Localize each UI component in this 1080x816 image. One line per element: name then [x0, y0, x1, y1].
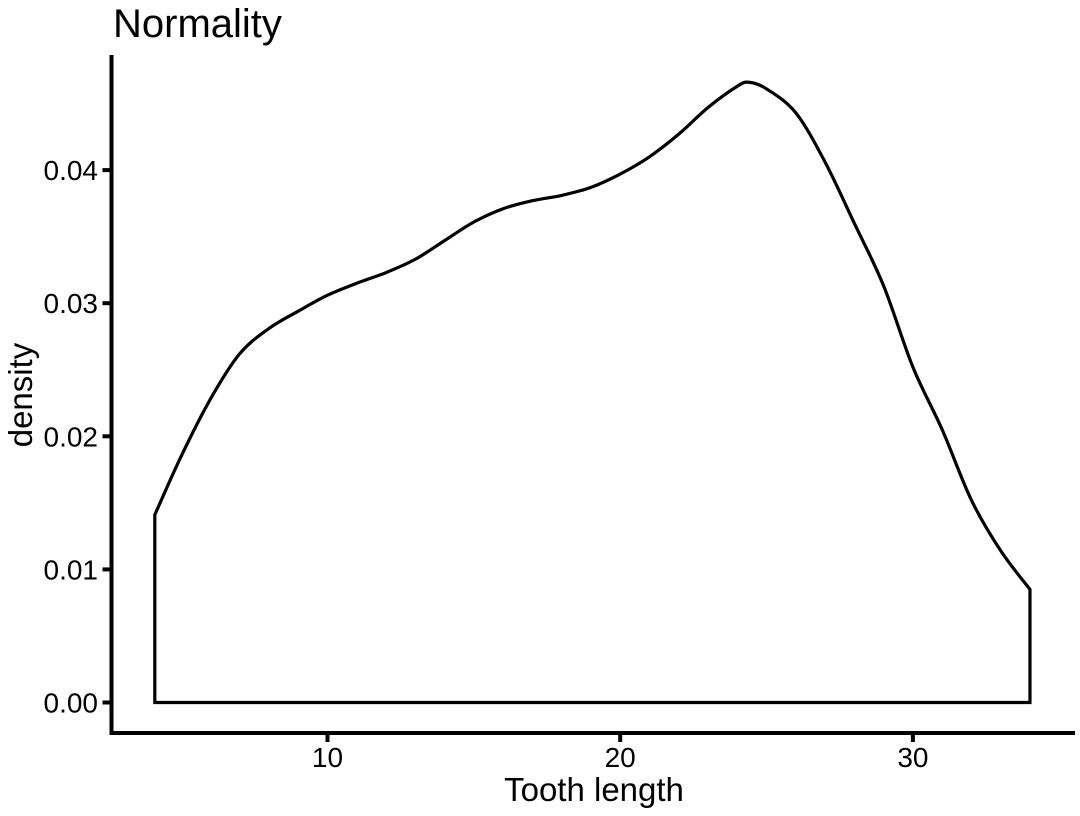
plot-title: Normality [113, 2, 282, 46]
x-tick-label: 20 [605, 742, 636, 773]
y-tick-label: 0.04 [44, 155, 99, 186]
y-axis-title: density [2, 342, 39, 448]
y-tick-label: 0.02 [44, 421, 99, 452]
y-tick-label: 0.00 [44, 688, 99, 719]
y-tick-label: 0.03 [44, 288, 99, 319]
density-curve [153, 80, 1032, 705]
x-axis-title: Tooth length [504, 771, 684, 808]
x-tick-label: 10 [312, 742, 343, 773]
y-tick-label: 0.01 [44, 554, 99, 585]
x-tick-label: 30 [897, 742, 928, 773]
